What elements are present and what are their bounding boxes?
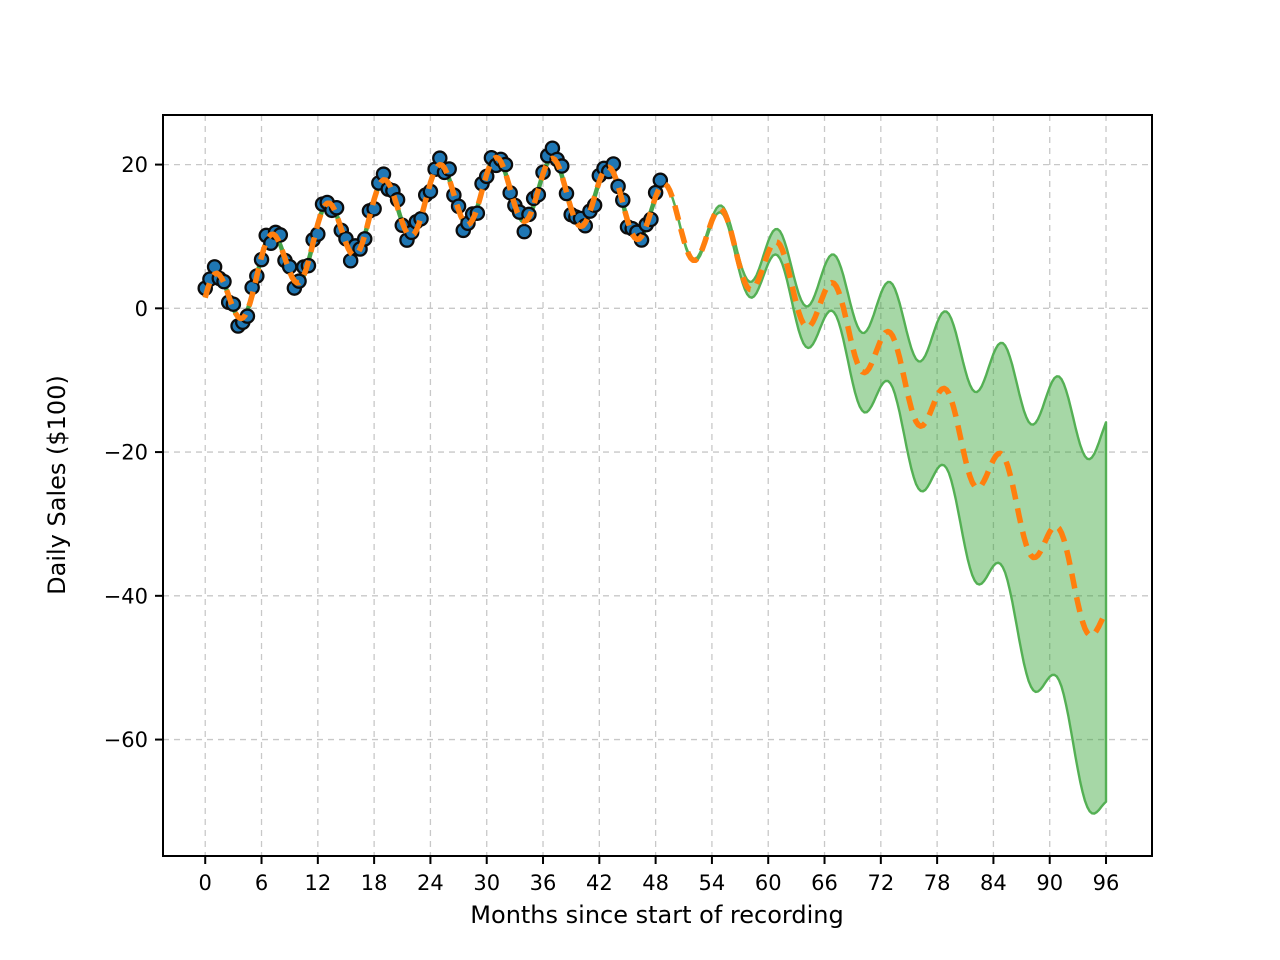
- x-axis-label: Months since start of recording: [470, 901, 844, 929]
- y-tick-label: 20: [121, 153, 148, 177]
- x-tick-label: 90: [1036, 871, 1063, 895]
- tick-marks: [155, 163, 1108, 864]
- forecast-line: [202, 154, 1109, 639]
- x-tick-label: 42: [586, 871, 613, 895]
- confidence-band-area: [659, 182, 1108, 815]
- tick-labels: 0 6 12 18 24 30 36 42 48 54 60 66 72 78 84 90 96 20 0 −20 −4…: [104, 153, 1120, 895]
- x-tick-label: 96: [1093, 871, 1120, 895]
- x-tick-label: 60: [755, 871, 782, 895]
- plot-border: [162, 114, 1153, 857]
- x-tick-label: 24: [417, 871, 444, 895]
- x-tick-label: 72: [867, 871, 894, 895]
- x-tick-label: 6: [255, 871, 268, 895]
- x-tick-label: 36: [530, 871, 557, 895]
- x-tick-label: 84: [980, 871, 1007, 895]
- observed-point: [652, 172, 669, 189]
- x-tick-label: 48: [642, 871, 669, 895]
- x-tick-label: 0: [199, 871, 212, 895]
- x-tick-label: 30: [473, 871, 500, 895]
- observed-point: [516, 223, 533, 240]
- y-tick-label: −40: [104, 584, 148, 608]
- axes-frame: [162, 114, 1153, 857]
- x-tick-label: 54: [699, 871, 726, 895]
- x-tick-label: 18: [361, 871, 388, 895]
- x-tick-label: 12: [304, 871, 331, 895]
- x-tick-label: 78: [924, 871, 951, 895]
- y-tick-label: −60: [104, 728, 148, 752]
- confidence-band: [659, 182, 1108, 815]
- observed-point: [342, 253, 359, 269]
- forecast-line-path: [202, 154, 1109, 639]
- x-tick-label: 66: [811, 871, 838, 895]
- y-axis-label: Daily Sales ($100): [43, 375, 71, 595]
- y-tick-label: 0: [135, 297, 148, 321]
- y-tick-label: −20: [104, 441, 148, 465]
